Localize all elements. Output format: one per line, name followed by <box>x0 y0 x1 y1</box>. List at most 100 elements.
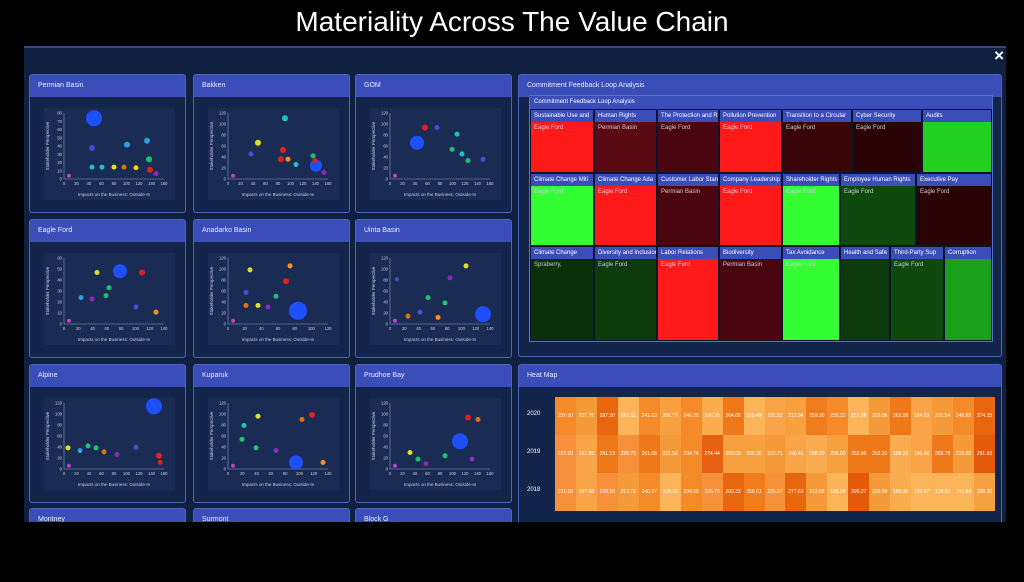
heatmap-cell[interactable]: 189.21 <box>890 435 912 473</box>
heatmap-cell[interactable]: 165.24 <box>827 473 849 511</box>
treemap-tile[interactable]: Tax Avoidance Eagle Ford <box>782 246 840 341</box>
heatmap-cell[interactable]: 230.31 <box>827 397 849 435</box>
treemap-tile[interactable]: Human Rights Permian Basin <box>594 109 657 173</box>
heatmap-cell[interactable]: 262.51 <box>869 435 891 473</box>
heatmap-cell[interactable]: 157.54 <box>953 473 975 511</box>
treemap-tile[interactable]: Labor Relations Eagle Ford <box>657 246 719 341</box>
treemap-tile[interactable]: Biodiversity Permian Basin <box>719 246 782 341</box>
treemap-tile[interactable]: Corruption <box>944 246 992 341</box>
heatmap-cell[interactable]: 178.33 <box>659 473 681 511</box>
scatter-chart: 0 20 40 60 80 100 120 140 160 0 10 20 30 40 50 60 70 80 Im… <box>44 108 175 205</box>
heatmap-cell[interactable]: 213.72 <box>617 473 639 511</box>
heatmap-cell[interactable]: 190.46 <box>911 435 933 473</box>
heatmap-cell[interactable]: 197.68 <box>575 473 597 511</box>
heatmap-cell[interactable]: 240.97 <box>638 473 660 511</box>
heatmap-cell[interactable]: 206.00 <box>827 435 849 473</box>
heatmap-cell[interactable]: 264.05 <box>722 397 744 435</box>
heatmap-cell[interactable]: 287.30 <box>596 397 618 435</box>
heatmap-cell[interactable]: 220.99 <box>869 473 891 511</box>
treemap-tile[interactable]: Employee Human Rights Eagle Ford <box>840 173 916 246</box>
heatmap-cell[interactable]: 262.99 <box>890 397 912 435</box>
heatmap-cell[interactable]: 268.78 <box>932 435 954 473</box>
heatmap-cell[interactable]: 283.33 <box>722 473 744 511</box>
heatmap-cell[interactable]: 227.00 <box>555 435 576 473</box>
bottom-panel-tab[interactable]: Montney <box>29 508 186 522</box>
treemap-tile[interactable]: Customer Labor Stan Permian Basin <box>657 173 719 246</box>
treemap-tile[interactable]: Climate Change Miti Eagle Ford <box>530 173 594 246</box>
heatmap-cell[interactable]: 206.77 <box>659 397 681 435</box>
heatmap-cell[interactable]: 231.00 <box>555 473 576 511</box>
treemap-tile[interactable]: Pollution Prevention Eagle Ford <box>719 109 782 173</box>
heatmap-cell[interactable]: 258.61 <box>743 473 765 511</box>
treemap-tile[interactable]: Executive Pay Eagle Ford <box>916 173 992 246</box>
heatmap-cell[interactable]: 157.28 <box>848 397 870 435</box>
treemap-tile[interactable]: Health and Safe <box>840 246 890 341</box>
heatmap-cell[interactable]: 221.56 <box>659 435 681 473</box>
heatmap-cell[interactable]: 259.90 <box>806 397 828 435</box>
treemap-tile[interactable]: Climate Change Ada Eagle Ford <box>594 173 657 246</box>
heatmap-cell[interactable]: 221.54 <box>932 397 954 435</box>
heatmap-cell[interactable]: 274.44 <box>701 435 723 473</box>
treemap-tile[interactable]: Sustainable Use and Eagle Ford <box>530 109 594 173</box>
heatmap-cell[interactable]: 262.60 <box>848 435 870 473</box>
heatmap-cell[interactable]: 223.98 <box>869 397 891 435</box>
treemap-tile[interactable]: Company Leadership Eagle Ford <box>719 173 782 246</box>
heatmap-cell[interactable]: 246.20 <box>680 397 702 435</box>
x-tick-label: 20 <box>240 471 245 476</box>
treemap-tile[interactable]: Cyber Security Eagle Ford <box>852 109 922 173</box>
heatmap-cell[interactable]: 220.71 <box>764 435 786 473</box>
heatmap-cell[interactable]: 161.11 <box>617 397 639 435</box>
heatmap-cell[interactable]: 234.76 <box>680 435 702 473</box>
scatter-bubble <box>454 131 460 137</box>
close-icon[interactable]: × <box>994 46 1004 65</box>
scatter-bubble <box>67 318 71 323</box>
heatmap-cell[interactable]: 277.63 <box>785 473 807 511</box>
heatmap-cell[interactable]: 188.50 <box>806 435 828 473</box>
treemap-tile[interactable]: The Protection and R Eagle Ford <box>657 109 719 173</box>
heatmap-cell[interactable]: 226.70 <box>701 473 723 511</box>
heatmap-cell[interactable]: 274.15 <box>974 397 995 435</box>
heatmap-cell[interactable]: 228.75 <box>617 435 639 473</box>
bottom-panel-tab[interactable]: Block G <box>355 508 512 522</box>
treemap-tile[interactable]: Third-Party Sup Eagle Ford <box>890 246 944 341</box>
heatmap-cell[interactable]: 261.06 <box>638 435 660 473</box>
heatmap-cell[interactable]: 196.38 <box>701 397 723 435</box>
heatmap-cell[interactable]: 190.41 <box>785 435 807 473</box>
treemap-tile[interactable]: Audits <box>922 109 992 173</box>
scatter-bubble <box>289 301 307 320</box>
heatmap-cell[interactable]: 208.20 <box>974 473 995 511</box>
heatmap-cell[interactable]: 213.55 <box>806 473 828 511</box>
heatmap-cell[interactable]: 241.03 <box>638 397 660 435</box>
heatmap-cell[interactable]: 225.07 <box>764 473 786 511</box>
heatmap-cell[interactable]: 295.27 <box>848 473 870 511</box>
heatmap-cell[interactable]: 217.75 <box>575 397 597 435</box>
treemap-tile[interactable]: Shareholder Rights Eagle Ford <box>782 173 840 246</box>
treemap-tile[interactable]: Transition to a Circular Eagle Ford <box>782 109 852 173</box>
heatmap-cell[interactable]: 228.50 <box>596 473 618 511</box>
heatmap-cell[interactable]: 169.49 <box>743 397 765 435</box>
heatmap-cell[interactable]: 178.37 <box>932 473 954 511</box>
x-tick-label: 160 <box>161 471 169 476</box>
x-axis-label: Impacts on the Business: Outside-In <box>242 482 315 487</box>
heatmap-cell[interactable]: 234.55 <box>680 473 702 511</box>
heatmap-cell[interactable]: 261.13 <box>596 435 618 473</box>
heatmap-cell[interactable]: 291.93 <box>974 435 995 473</box>
heatmap-cell[interactable]: 189.36 <box>890 473 912 511</box>
heatmap-cell[interactable]: 180.67 <box>911 473 933 511</box>
heatmap-cell[interactable]: 246.85 <box>953 397 975 435</box>
heatmap-cell[interactable]: 205.30 <box>743 435 765 473</box>
scatter-bubble <box>124 141 130 148</box>
heatmap-cell[interactable]: 212.94 <box>785 397 807 435</box>
x-axis-label: Impacts on the Business: Outside-In <box>78 337 151 342</box>
heatmap-cell[interactable]: 203.09 <box>722 435 744 473</box>
heatmap-cell[interactable]: 191.85 <box>575 435 597 473</box>
heatmap-cell[interactable]: 215.03 <box>953 435 975 473</box>
scatter-bubble <box>89 296 95 302</box>
heatmap-cell[interactable]: 184.03 <box>911 397 933 435</box>
treemap-tile[interactable]: Diversity and Inclusion Eagle Ford <box>594 246 657 341</box>
treemap-tile[interactable]: Climate Change Spraberry, <box>530 246 594 341</box>
treemap-tile-sublabel: Permian Basin <box>723 262 763 268</box>
heatmap-cell[interactable]: 237.60 <box>555 397 576 435</box>
bottom-panel-tab[interactable]: Surmont <box>193 508 350 522</box>
heatmap-cell[interactable]: 191.92 <box>764 397 786 435</box>
